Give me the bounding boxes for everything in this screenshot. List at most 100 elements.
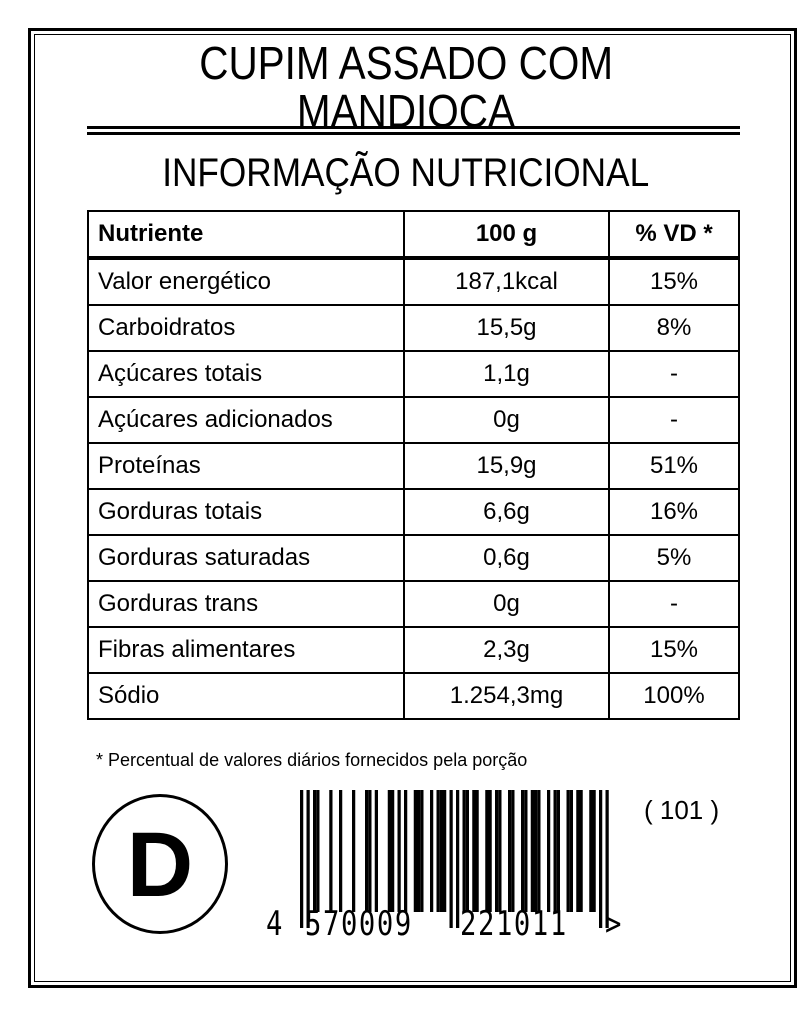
product-title-line1: CUPIM ASSADO COM	[199, 37, 613, 89]
dv-value: 51%	[608, 442, 740, 490]
barcode-bar	[589, 790, 593, 912]
barcode-end-marker: >	[605, 904, 622, 944]
barcode-digits-right: 221011	[460, 904, 568, 944]
barcode-digit-first: 4	[266, 904, 283, 944]
barcode-bar	[374, 790, 378, 912]
barcode-bar	[339, 790, 343, 912]
nutrition-table: Nutriente 100 g % VD * Valor energético 1…	[87, 210, 740, 720]
amount-value: 1.254,3mg	[403, 672, 610, 720]
header-dv: % VD *	[608, 210, 740, 260]
nutrient-name: Fibras alimentares	[87, 626, 405, 674]
barcode-bar	[443, 790, 447, 912]
table-row: Carboidratos 15,5g 8%	[87, 304, 740, 352]
nutrient-name: Sódio	[87, 672, 405, 720]
barcode-bar	[413, 790, 417, 912]
barcode-bar	[495, 790, 499, 912]
section-title: INFORMAÇÃO NUTRICIONAL	[162, 151, 650, 195]
barcode-bar	[462, 790, 466, 912]
table-row: Açúcares adicionados 0g -	[87, 396, 740, 444]
barcode-bar	[316, 790, 320, 912]
barcode	[300, 790, 609, 928]
barcode-bar	[556, 790, 560, 912]
barcode-bar	[488, 790, 492, 912]
barcode-bar	[475, 790, 479, 912]
barcode-bar	[387, 790, 391, 912]
table-row: Gorduras saturadas 0,6g 5%	[87, 534, 740, 582]
barcode-bar	[300, 790, 304, 928]
barcode-bar	[456, 790, 460, 928]
barcode-bar	[306, 790, 310, 928]
barcode-bar	[417, 790, 421, 912]
barcode-bar	[313, 790, 317, 912]
d-mark-logo: D	[92, 794, 228, 934]
amount-value: 6,6g	[403, 488, 610, 536]
barcode-bar	[397, 790, 401, 912]
table-row: Gorduras totais 6,6g 16%	[87, 488, 740, 536]
barcode-bar	[569, 790, 573, 912]
barcode-bar	[439, 790, 443, 912]
table-row: Gorduras trans 0g -	[87, 580, 740, 628]
amount-value: 0g	[403, 580, 610, 628]
amount-value: 1,1g	[403, 350, 610, 398]
nutrient-name: Valor energético	[87, 257, 405, 306]
barcode-bar	[485, 790, 489, 912]
nutrient-name: Gorduras saturadas	[87, 534, 405, 582]
barcode-bar	[420, 790, 424, 912]
barcode-bar	[430, 790, 434, 912]
barcode-bar	[368, 790, 372, 912]
barcode-bar	[465, 790, 469, 912]
barcode-bar	[566, 790, 570, 912]
dv-value: -	[608, 396, 740, 444]
barcode-bar	[329, 790, 333, 912]
barcode-bar	[511, 790, 515, 912]
table-row: Proteínas 15,9g 51%	[87, 442, 740, 490]
barcode-bar	[605, 790, 609, 928]
dv-value: 5%	[608, 534, 740, 582]
barcode-bar	[547, 790, 551, 912]
nutrient-name: Açúcares adicionados	[87, 396, 405, 444]
barcode-bar	[579, 790, 583, 912]
table-row: Açúcares totais 1,1g -	[87, 350, 740, 398]
barcode-bar	[508, 790, 512, 912]
barcode-bar	[472, 790, 476, 912]
dv-value: -	[608, 580, 740, 628]
barcode-bar	[576, 790, 580, 912]
barcode-bar	[530, 790, 534, 912]
nutrient-name: Carboidratos	[87, 304, 405, 352]
amount-value: 2,3g	[403, 626, 610, 674]
barcode-bar	[391, 790, 395, 912]
nutrient-name: Gorduras trans	[87, 580, 405, 628]
barcode-bar	[524, 790, 528, 912]
amount-value: 187,1kcal	[403, 257, 610, 306]
divider	[87, 132, 740, 135]
table-header-row: Nutriente 100 g % VD *	[87, 210, 740, 260]
header-amount: 100 g	[403, 210, 610, 260]
footnote: * Percentual de valores diários fornecid…	[96, 750, 528, 770]
inner-border	[34, 34, 791, 982]
barcode-bar	[599, 790, 603, 928]
barcode-bar	[498, 790, 502, 912]
outer-border	[28, 28, 797, 988]
barcode-bar	[521, 790, 525, 912]
barcode-bar	[537, 790, 541, 912]
barcode-bar	[365, 790, 369, 912]
barcode-bar	[352, 790, 356, 912]
barcode-bar	[404, 790, 408, 912]
table-row: Sódio 1.254,3mg 100%	[87, 672, 740, 720]
dv-value: -	[608, 350, 740, 398]
dv-value: 8%	[608, 304, 740, 352]
code-label: ( 101 )	[644, 795, 720, 825]
nutrient-name: Gorduras totais	[87, 488, 405, 536]
divider	[87, 126, 740, 129]
barcode-bar	[449, 790, 453, 928]
table-row: Valor energético 187,1kcal 15%	[87, 257, 740, 306]
dv-value: 100%	[608, 672, 740, 720]
dv-value: 15%	[608, 257, 740, 306]
barcode-bar	[436, 790, 440, 912]
barcode-bar	[534, 790, 538, 912]
amount-value: 0,6g	[403, 534, 610, 582]
amount-value: 0g	[403, 396, 610, 444]
barcode-digits-left: 570009	[305, 904, 413, 944]
header-nutrient: Nutriente	[87, 210, 405, 260]
dv-value: 15%	[608, 626, 740, 674]
